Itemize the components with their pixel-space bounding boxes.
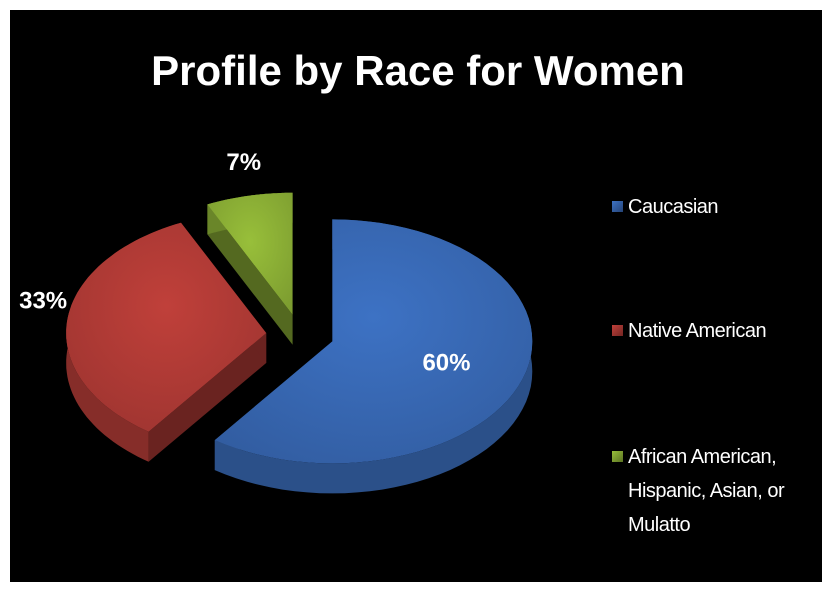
- slice-side: [207, 204, 293, 345]
- slice: [214, 219, 533, 464]
- legend-label: African American, Hispanic, Asian, or Mu…: [628, 446, 785, 536]
- data-label: 33%: [19, 288, 67, 315]
- slice: [66, 222, 267, 432]
- slice: [207, 192, 293, 315]
- legend-label: Caucasian: [628, 196, 719, 218]
- chart-title: Profile by Race for Women: [151, 47, 685, 94]
- data-label: 7%: [226, 149, 261, 176]
- slice-side: [148, 333, 267, 462]
- legend-swatch: [612, 325, 623, 336]
- legend-item: Native American: [612, 314, 812, 348]
- legend-item: Caucasian: [612, 190, 812, 224]
- legend-label: Native American: [628, 320, 767, 342]
- legend-swatch: [612, 451, 623, 462]
- legend-swatch: [612, 201, 623, 212]
- legend-item: African American, Hispanic, Asian, or Mu…: [612, 440, 812, 542]
- slice-wall: [214, 219, 533, 494]
- data-label: 60%: [422, 349, 470, 376]
